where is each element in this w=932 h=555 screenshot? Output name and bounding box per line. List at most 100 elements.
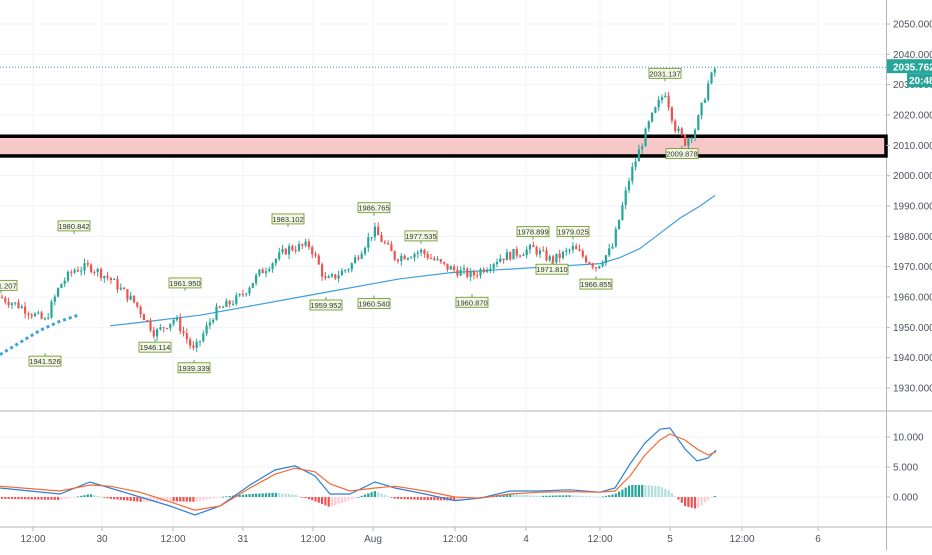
candle-body xyxy=(585,256,588,263)
macd-histogram-bar xyxy=(575,495,578,497)
candle-body xyxy=(314,254,317,256)
macd-histogram-bar xyxy=(693,497,697,509)
macd-histogram-bar xyxy=(380,493,383,497)
macd-histogram-bar xyxy=(10,497,13,500)
x-tick-label: 12:00 xyxy=(300,534,325,545)
candle-body xyxy=(621,205,624,220)
candle-body xyxy=(644,128,647,147)
candle-body xyxy=(598,266,601,269)
candle-body xyxy=(37,312,40,314)
price-label-text: 1961.950 xyxy=(169,279,200,288)
macd-histogram-bar xyxy=(40,497,43,500)
candle-body xyxy=(522,255,525,257)
candle-body xyxy=(255,275,258,284)
candle-body xyxy=(228,300,231,305)
candle-body xyxy=(360,253,363,259)
candle-body xyxy=(637,149,640,162)
macd-histogram-bar xyxy=(476,497,479,498)
candle-body xyxy=(304,241,307,246)
candle-body xyxy=(446,263,449,270)
macd-histogram-bar xyxy=(535,495,538,497)
macd-histogram-bar xyxy=(387,496,390,497)
macd-histogram-bar xyxy=(139,497,142,502)
candle-body xyxy=(182,331,185,334)
macd-histogram-bar xyxy=(317,497,320,503)
candle-body xyxy=(27,313,30,315)
candle-body xyxy=(241,294,244,296)
macd-histogram-bar xyxy=(185,497,188,502)
candle-body xyxy=(93,271,96,273)
x-tick-label: 30 xyxy=(96,534,108,545)
candle-body xyxy=(40,312,43,319)
macd-histogram-bar xyxy=(37,497,40,500)
macd-histogram-bar xyxy=(202,497,205,501)
candle-body xyxy=(189,339,192,346)
macd-histogram-bar xyxy=(453,497,456,501)
macd-histogram-bar xyxy=(86,494,89,497)
price-label-text: 1960.540 xyxy=(358,299,389,308)
candle-body xyxy=(667,95,670,108)
y-tick-label: 2000.000 xyxy=(893,171,932,182)
candle-body xyxy=(538,250,541,255)
candle-body xyxy=(10,303,13,306)
macd-histogram-bar xyxy=(63,497,66,500)
price-y-axis: 2050.0002040.0002030.0002020.0002010.000… xyxy=(886,20,932,395)
macd-histogram-bar xyxy=(136,497,139,502)
macd-histogram-bar xyxy=(142,497,145,502)
macd-y-tick-label: 5.000 xyxy=(893,463,918,474)
x-tick-label: 12:00 xyxy=(160,534,185,545)
price-label-text: 1971.810 xyxy=(536,265,567,274)
y-tick-label: 1950.000 xyxy=(893,323,932,334)
candle-body xyxy=(693,129,697,138)
candle-body xyxy=(429,258,433,260)
candle-body xyxy=(321,264,324,277)
macd-histogram-bar xyxy=(608,495,611,497)
y-tick-label: 2050.000 xyxy=(893,20,932,31)
macd-histogram-bar xyxy=(258,493,261,497)
candle-body xyxy=(50,301,53,318)
candle-body xyxy=(146,320,149,322)
macd-histogram-bar xyxy=(654,485,657,497)
candle-body xyxy=(198,340,202,342)
candle-body xyxy=(439,259,442,262)
macd-histogram-bar xyxy=(119,497,122,500)
macd-histogram-bar xyxy=(621,489,624,497)
candle-body xyxy=(162,327,165,329)
macd-histogram-bar xyxy=(664,488,667,497)
macd-histogram-bar xyxy=(403,497,406,500)
x-tick-label: 12:00 xyxy=(587,534,612,545)
macd-histogram-bar xyxy=(212,497,215,499)
candle-body xyxy=(317,255,320,265)
macd-histogram-bar xyxy=(0,497,4,499)
x-tick-label: 12:00 xyxy=(729,534,754,545)
macd-histogram-bar xyxy=(20,497,23,500)
candle-body xyxy=(139,306,142,315)
y-tick-label: 2010.000 xyxy=(893,141,932,152)
candle-body xyxy=(245,293,248,295)
price-label-text: 1946.114 xyxy=(140,343,171,352)
candle-body xyxy=(83,263,86,271)
macd-histogram-bar xyxy=(538,495,541,497)
last-price-badge xyxy=(887,59,932,74)
candle-body xyxy=(651,112,654,122)
candle-body xyxy=(4,298,7,302)
candle-body xyxy=(476,275,479,277)
price-label-text: 1939.339 xyxy=(178,364,209,373)
candle-body xyxy=(680,128,683,135)
candle-body xyxy=(700,102,703,116)
candle-body xyxy=(571,246,574,250)
macd-histogram-bar xyxy=(57,497,60,500)
candle-body xyxy=(624,190,627,206)
candle-body xyxy=(575,246,578,250)
macd-histogram-bar xyxy=(697,497,700,508)
candle-body xyxy=(119,287,122,290)
candle-body xyxy=(443,261,446,264)
macd-histogram-bar xyxy=(641,485,644,497)
candle-body xyxy=(403,255,406,260)
candle-body xyxy=(116,279,119,290)
macd-histogram-bar xyxy=(99,496,103,498)
candle-body xyxy=(492,264,495,269)
macd-histogram-bar xyxy=(433,497,436,501)
